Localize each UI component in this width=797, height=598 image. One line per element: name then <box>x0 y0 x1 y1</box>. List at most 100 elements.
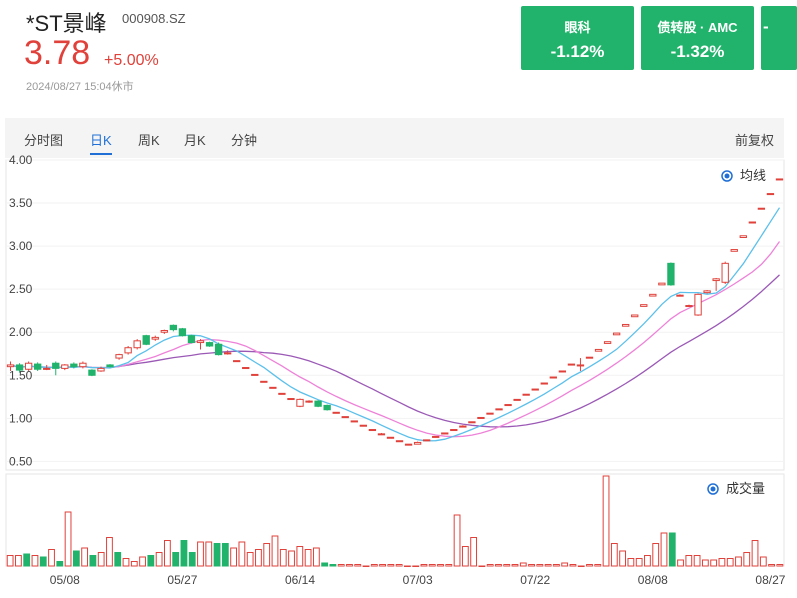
tab-monthly-k[interactable]: 月K <box>184 133 206 148</box>
candle-body <box>748 221 757 224</box>
candle-body <box>106 364 114 368</box>
volume-bar <box>577 565 585 567</box>
candle-body <box>178 328 187 337</box>
volume-bar <box>387 564 395 567</box>
candle-body <box>558 370 567 373</box>
candle-body <box>205 342 214 347</box>
candle-body <box>133 340 141 349</box>
candle-body <box>730 249 738 252</box>
volume-bar <box>445 564 453 567</box>
price-change: +5.00% <box>104 52 159 69</box>
volume-bar <box>428 564 436 567</box>
x-tick-label: 08/27 <box>755 573 785 587</box>
candle-body <box>395 440 404 443</box>
y-tick-label: 2.50 <box>9 282 33 296</box>
volume-bar <box>495 564 502 567</box>
candle-body <box>24 362 33 370</box>
volume-bar <box>56 561 64 567</box>
tab-daily-k[interactable]: 日K <box>90 130 112 155</box>
volume-bar <box>395 564 403 567</box>
volume-bar <box>246 552 254 567</box>
candle-body <box>350 420 358 423</box>
sector-card-label: 债转股 · AMC <box>657 20 738 35</box>
candle-body <box>187 335 196 344</box>
volume-bar <box>644 555 651 567</box>
volume-bar <box>197 541 204 567</box>
volume-bar <box>122 558 130 567</box>
candle-body <box>160 330 168 333</box>
timestamp: 2024/08/27 15:04休市 <box>26 81 134 93</box>
candle-body <box>477 416 485 419</box>
volume-bar <box>354 564 362 567</box>
volume-bar <box>64 511 72 567</box>
volume-bar <box>561 562 569 567</box>
candle-body <box>531 388 539 391</box>
candle-body <box>594 348 603 352</box>
volume-bar <box>420 564 428 567</box>
volume-bar <box>776 564 784 567</box>
volume-bar <box>701 559 709 567</box>
tab-weekly-k[interactable]: 周K <box>138 133 160 148</box>
volume-bar <box>461 546 469 567</box>
candle-body <box>775 178 784 181</box>
volume-bar <box>693 555 701 567</box>
volume-bar <box>23 553 31 567</box>
y-tick-label: 1.50 <box>9 368 33 382</box>
volume-bar <box>346 564 353 567</box>
candle-body <box>260 380 268 383</box>
sector-card-value: -1.32% <box>670 42 725 61</box>
volume-bar <box>213 543 221 567</box>
sector-card-value: - <box>763 17 769 36</box>
candle-body <box>612 332 621 336</box>
candle-body <box>251 373 259 376</box>
volume-bar <box>255 549 262 567</box>
candle-body <box>549 376 557 379</box>
volume-bar <box>619 550 627 567</box>
adjust-selector[interactable]: 前复权 <box>734 133 774 148</box>
volume-bar <box>114 552 122 567</box>
candle-body <box>6 364 15 368</box>
candle-body <box>314 400 322 407</box>
candle-body <box>233 360 241 363</box>
candle-body <box>603 341 612 344</box>
tab-minute[interactable]: 分钟 <box>231 133 258 148</box>
volume-bar <box>296 546 304 567</box>
volume-bar <box>478 565 486 567</box>
volume-panel-frame <box>5 473 785 567</box>
ma5-line <box>10 207 781 442</box>
volume-bar <box>726 558 734 567</box>
volume-legend-dot-icon <box>710 486 716 492</box>
stock-code: 000908.SZ <box>122 11 186 26</box>
volume-bar <box>511 564 519 567</box>
candle-body <box>287 398 295 401</box>
candle-body <box>278 392 286 395</box>
volume-bar <box>569 564 577 567</box>
candle-body <box>640 304 648 307</box>
volume-legend-label: 成交量 <box>726 481 765 496</box>
sector-card-partial[interactable]: - <box>761 6 797 70</box>
candle-body <box>52 362 60 369</box>
candle-body <box>97 367 105 372</box>
sector-card-debt-to-equity[interactable]: 债转股 · AMC -1.32% <box>641 6 754 70</box>
candle-body <box>585 356 594 359</box>
candle-body <box>169 324 178 331</box>
ma-legend-label: 均线 <box>740 168 766 183</box>
candle-body <box>43 367 51 370</box>
volume-bar <box>81 547 89 567</box>
y-tick-label: 1.00 <box>9 411 33 425</box>
volume-bar <box>362 565 370 567</box>
sector-card-ophthalmology[interactable]: 眼科 -1.12% <box>521 6 634 70</box>
candle-body <box>685 305 693 308</box>
volume-bar <box>453 514 461 567</box>
volume-bar <box>221 543 229 567</box>
candle-body <box>658 282 666 286</box>
volume-bar <box>594 564 602 567</box>
candle-body <box>757 207 766 210</box>
volume-bar <box>263 543 271 567</box>
tab-intraday[interactable]: 分时图 <box>24 133 64 148</box>
volume-bar <box>503 564 511 567</box>
volume-bar <box>139 556 146 567</box>
volume-bar <box>404 565 411 567</box>
stock-name: *ST景峰 <box>26 11 107 36</box>
candle-body <box>432 435 440 438</box>
